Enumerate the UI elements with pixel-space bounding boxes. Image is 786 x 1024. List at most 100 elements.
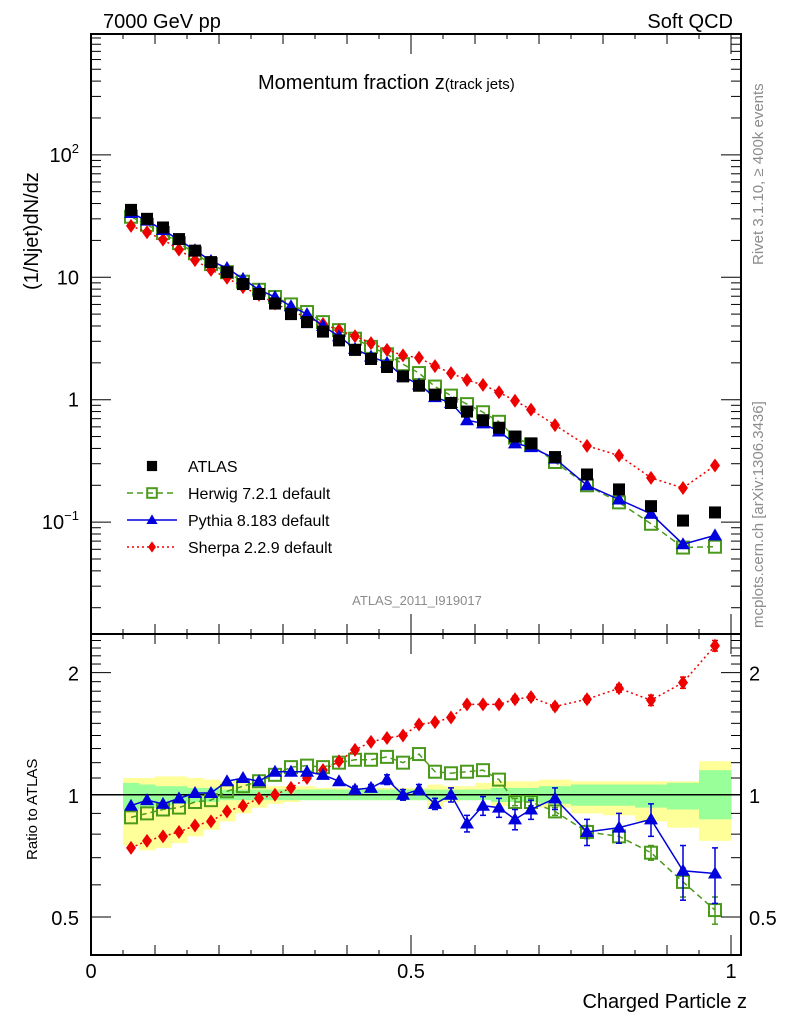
data-point-square [285, 308, 297, 321]
ratio-xtick-label: 0 [85, 961, 96, 983]
data-point-diamond [366, 734, 376, 749]
data-point-open-square [412, 747, 426, 762]
ratio-ytick-labels: 0.5 0.5 1 1 2 2 [51, 664, 777, 930]
main-axis-ticks [90, 34, 741, 634]
data-point-diamond [510, 692, 520, 707]
data-point-square [317, 325, 329, 338]
data-point-square [477, 414, 489, 427]
data-point-triangle [676, 537, 690, 550]
ratio-ytick-label-right: 1 [749, 786, 760, 808]
data-point-triangle [156, 796, 170, 809]
data-point-square [709, 506, 721, 519]
data-point-open-square [364, 752, 378, 767]
main-ytick-label: 10−1 [42, 508, 79, 534]
data-point-triangle [188, 786, 202, 799]
series-atlas [125, 203, 721, 527]
data-point-square [173, 233, 185, 246]
data-point-triangle [268, 764, 282, 777]
data-point-square [397, 370, 409, 383]
data-point-diamond [414, 717, 424, 732]
data-point-diamond [206, 814, 216, 829]
data-point-open-square [460, 764, 474, 779]
data-point-open-square [644, 516, 658, 531]
ratio-series-herwig [124, 747, 722, 925]
data-point-diamond [582, 692, 592, 707]
data-point-diamond [398, 728, 408, 743]
main-series-group [124, 203, 722, 555]
data-point-diamond [646, 693, 656, 708]
data-point-diamond [462, 372, 472, 387]
legend-item[interactable]: Pythia 8.183 default [127, 513, 330, 530]
data-point-diamond [582, 438, 592, 453]
data-point-triangle [300, 764, 314, 777]
data-point-diamond [158, 232, 168, 247]
uncertainty-band-bin [123, 782, 140, 810]
data-point-diamond [550, 418, 560, 433]
ratio-xtick-label: 1 [725, 961, 736, 983]
data-point-diamond [678, 675, 688, 690]
main-ytick-label-base: 10 [57, 267, 79, 289]
data-point-diamond [550, 699, 560, 714]
legend-label: Herwig 7.2.1 default [188, 486, 331, 503]
data-point-triangle [460, 413, 474, 426]
data-point-triangle [204, 786, 218, 799]
data-point-square [365, 352, 377, 365]
data-point-diamond [398, 348, 408, 363]
x-axis-label: Charged Particle z [582, 991, 747, 1013]
ratio-plot-panel: Ratio to ATLAS 0.5 0.51 12 2 0 0.5 1 Charged … [24, 633, 777, 1013]
ratio-ytick-label-right: 2 [749, 664, 760, 686]
ratio-ytick-label-left: 2 [68, 664, 79, 686]
data-point-square [509, 430, 521, 443]
data-point-triangle [300, 307, 314, 320]
header-right-label: Soft QCD [647, 11, 733, 33]
data-point-triangle [708, 528, 722, 541]
data-point-diamond [270, 787, 280, 802]
header-left-label: 7000 GeV pp [103, 11, 221, 33]
legend-item[interactable]: Sherpa 2.2.9 default [127, 540, 333, 557]
legend[interactable]: ATLAS Herwig 7.2.1 default Pythia 8.183 de… [127, 459, 333, 557]
ratio-ytick-label-left: 0.5 [51, 908, 79, 930]
data-point-diamond [430, 359, 440, 374]
ratio-ylabel: Ratio to ATLAS [24, 759, 41, 860]
data-point-diamond [190, 818, 200, 833]
legend-item[interactable]: Herwig 7.2.1 default [127, 486, 331, 503]
main-ytick-label-exponent: 2 [72, 141, 79, 156]
ratio-axis-ticks [90, 634, 741, 955]
mcplots-label: mcplots.cern.ch [arXiv:1306.3436] [750, 401, 767, 628]
main-ytick-label-base: 10 [50, 145, 72, 167]
legend-item[interactable]: ATLAS [146, 459, 238, 476]
data-point-square [445, 396, 457, 409]
data-point-open-square [428, 764, 442, 779]
data-point-diamond [142, 833, 152, 848]
data-point-triangle [524, 802, 538, 815]
data-point-triangle [428, 796, 442, 809]
uncertainty-band-bin [667, 782, 700, 810]
data-point-open-square [492, 772, 506, 787]
data-point-diamond [174, 242, 184, 257]
data-point-square [413, 379, 425, 392]
data-point-diamond [414, 350, 424, 365]
ratio-series-pythia [124, 764, 722, 905]
data-point-triangle [364, 780, 378, 793]
data-point-open-square [444, 766, 458, 781]
data-point-triangle [612, 820, 626, 833]
data-point-square [493, 421, 505, 434]
data-point-triangle [580, 478, 594, 491]
data-point-diamond [614, 448, 624, 463]
data-point-square [549, 451, 561, 464]
ratio-ytick-label-left: 1 [68, 786, 79, 808]
ratio-series-sherpa [126, 638, 720, 855]
data-point-square [461, 405, 473, 418]
data-point-diamond [462, 697, 472, 712]
data-point-diamond [526, 402, 536, 417]
data-point-diamond [446, 710, 456, 725]
data-point-diamond [158, 829, 168, 844]
data-point-square [581, 468, 593, 481]
data-point-square [613, 483, 625, 496]
data-point-diamond [430, 715, 440, 730]
data-point-diamond [222, 804, 232, 819]
main-ytick-label-base: 1 [68, 390, 79, 412]
data-point-diamond [126, 840, 136, 855]
data-point-square [221, 266, 233, 279]
data-point-triangle [508, 812, 522, 825]
